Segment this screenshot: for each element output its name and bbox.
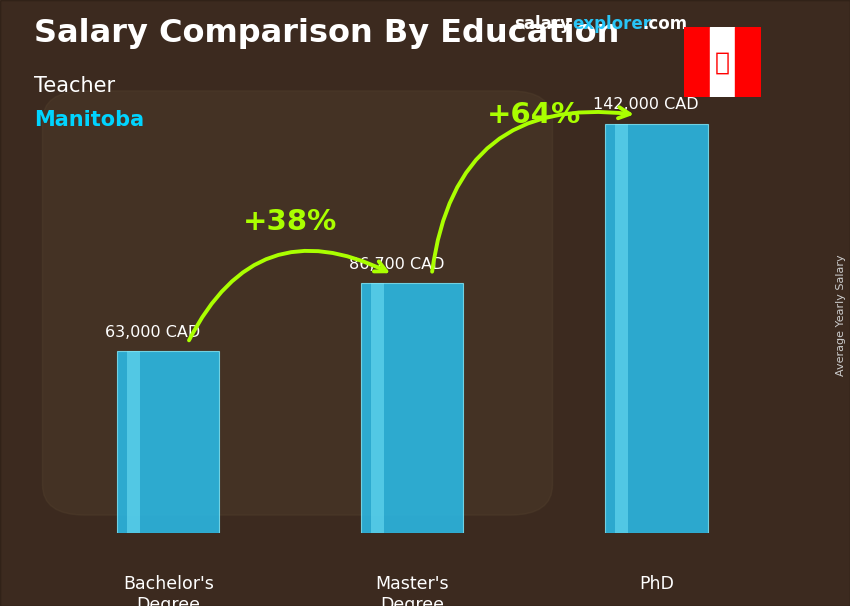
Text: .com: .com [642, 15, 687, 33]
Bar [605, 124, 707, 533]
Text: +38%: +38% [243, 208, 337, 236]
Bar [710, 27, 735, 97]
Text: Manitoba: Manitoba [34, 110, 144, 130]
Bar [361, 283, 463, 533]
Text: Salary Comparison By Education: Salary Comparison By Education [34, 18, 620, 49]
FancyBboxPatch shape [42, 91, 552, 515]
Text: 63,000 CAD: 63,000 CAD [105, 325, 200, 340]
Text: Master's
Degree: Master's Degree [376, 575, 449, 606]
Bar [117, 351, 219, 533]
Text: explorer: explorer [572, 15, 651, 33]
Text: salary: salary [514, 15, 571, 33]
Text: 142,000 CAD: 142,000 CAD [592, 97, 699, 112]
Text: Average Yearly Salary: Average Yearly Salary [836, 255, 846, 376]
Text: +64%: +64% [487, 101, 581, 129]
Bar [128, 351, 139, 533]
Text: 86,700 CAD: 86,700 CAD [348, 256, 445, 271]
Text: PhD: PhD [639, 575, 674, 593]
Bar [615, 124, 627, 533]
Text: Teacher: Teacher [34, 76, 115, 96]
Bar [371, 283, 383, 533]
Bar [735, 27, 761, 97]
Text: Bachelor's
Degree: Bachelor's Degree [122, 575, 213, 606]
Text: 🍁: 🍁 [715, 50, 730, 74]
Bar [684, 27, 710, 97]
